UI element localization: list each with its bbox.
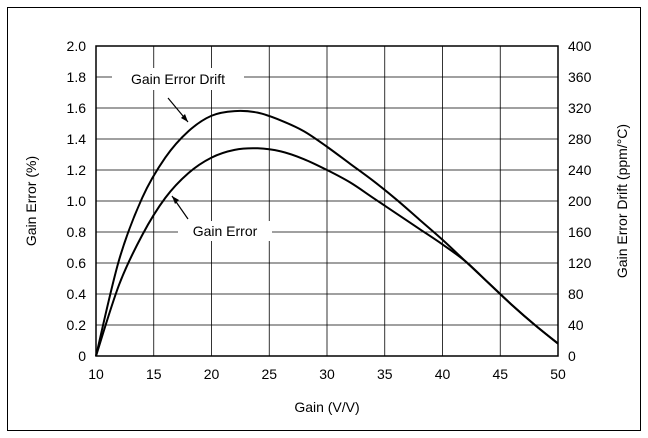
annotation-arrowhead: [181, 114, 188, 122]
y-left-tick-label: 1.8: [67, 69, 87, 85]
x-tick-label: 20: [204, 366, 220, 382]
x-axis-label: Gain (V/V): [294, 399, 359, 415]
y-right-axis-label: Gain Error Drift (ppm/°C): [614, 124, 630, 278]
x-tick-label: 35: [377, 366, 393, 382]
y-left-tick-label: 0.6: [67, 255, 87, 271]
y-left-tick-label: 2.0: [67, 38, 87, 54]
annotation-gain-error-text: Gain Error: [193, 223, 258, 239]
x-tick-label: 40: [435, 366, 451, 382]
plot-area-border: [95, 45, 559, 357]
annotation-gain-error-drift: Gain Error Drift: [112, 68, 244, 123]
x-tick-label: 15: [146, 366, 162, 382]
y-right-tick-label: 240: [568, 162, 592, 178]
y-left-tick-label: 0: [78, 348, 86, 364]
x-tick-label: 50: [550, 366, 566, 382]
y-right-tick-label: 0: [568, 348, 576, 364]
y-left-tick-label: 1.2: [67, 162, 87, 178]
y-right-tick-label: 120: [568, 255, 592, 271]
annotation-arrowhead: [172, 196, 179, 204]
y-right-tick-label: 160: [568, 224, 592, 240]
curves: [95, 109, 559, 357]
y-right-tick-label: 280: [568, 131, 592, 147]
x-tick-label: 30: [319, 366, 335, 382]
y-right-tick-label: 400: [568, 38, 592, 54]
y-left-tick-label: 1.6: [67, 100, 87, 116]
annotation-gain-error-drift-text: Gain Error Drift: [131, 71, 225, 87]
y-left-tick-label: 0.2: [67, 317, 87, 333]
y-right-tick-label: 80: [568, 286, 584, 302]
y-right-tick-label: 200: [568, 193, 592, 209]
y-right-tick-label: 360: [568, 69, 592, 85]
y-right-tick-labels: 0 40 80 120 160 200 240 280 320 360 400: [568, 38, 592, 364]
annotation-gain-error: Gain Error: [171, 195, 272, 241]
x-tick-label: 25: [261, 366, 277, 382]
y-left-tick-labels: 0 0.2 0.4 0.6 0.8 1.0 1.2 1.4 1.6 1.8 2.0: [67, 38, 87, 364]
y-right-tick-label: 320: [568, 100, 592, 116]
y-left-axis-label: Gain Error (%): [23, 156, 39, 246]
y-left-tick-label: 1.0: [67, 193, 87, 209]
series-line-gain-error: [95, 147, 559, 357]
y-right-tick-label: 40: [568, 317, 584, 333]
grid: [95, 45, 559, 357]
y-left-tick-label: 0.4: [67, 286, 87, 302]
x-tick-labels: 10 15 20 25 30 35 40 45 50: [88, 366, 566, 382]
annotation-bg: [112, 68, 244, 90]
annotation-bg: [178, 221, 272, 241]
x-tick-label: 45: [492, 366, 508, 382]
y-left-tick-label: 0.8: [67, 224, 87, 240]
y-left-tick-label: 1.4: [67, 131, 87, 147]
x-tick-label: 10: [88, 366, 104, 382]
